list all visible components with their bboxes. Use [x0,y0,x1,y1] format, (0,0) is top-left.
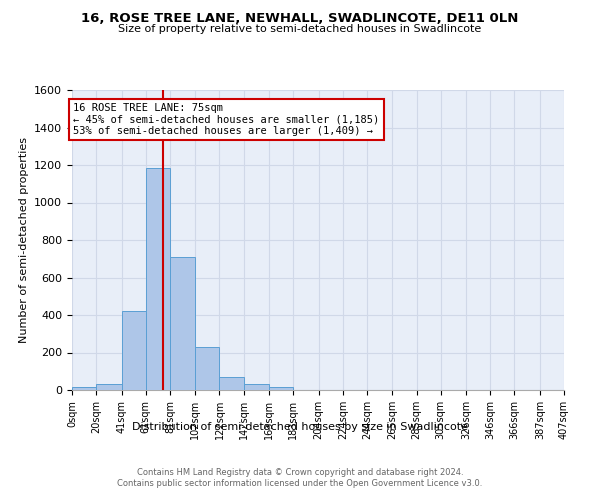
Bar [244,384,269,390]
Bar [269,387,293,390]
Bar [72,387,96,390]
Text: Size of property relative to semi-detached houses in Swadlincote: Size of property relative to semi-detach… [118,24,482,34]
Bar [146,168,170,390]
Text: Distribution of semi-detached houses by size in Swadlincote: Distribution of semi-detached houses by … [132,422,468,432]
Bar [196,347,220,390]
Bar [170,257,196,390]
Bar [96,384,122,390]
Text: Contains HM Land Registry data © Crown copyright and database right 2024.
Contai: Contains HM Land Registry data © Crown c… [118,468,482,487]
Text: 16, ROSE TREE LANE, NEWHALL, SWADLINCOTE, DE11 0LN: 16, ROSE TREE LANE, NEWHALL, SWADLINCOTE… [82,12,518,26]
Bar [122,311,146,390]
Text: 16 ROSE TREE LANE: 75sqm
← 45% of semi-detached houses are smaller (1,185)
53% o: 16 ROSE TREE LANE: 75sqm ← 45% of semi-d… [73,103,379,136]
Bar [220,377,244,390]
Y-axis label: Number of semi-detached properties: Number of semi-detached properties [19,137,29,343]
